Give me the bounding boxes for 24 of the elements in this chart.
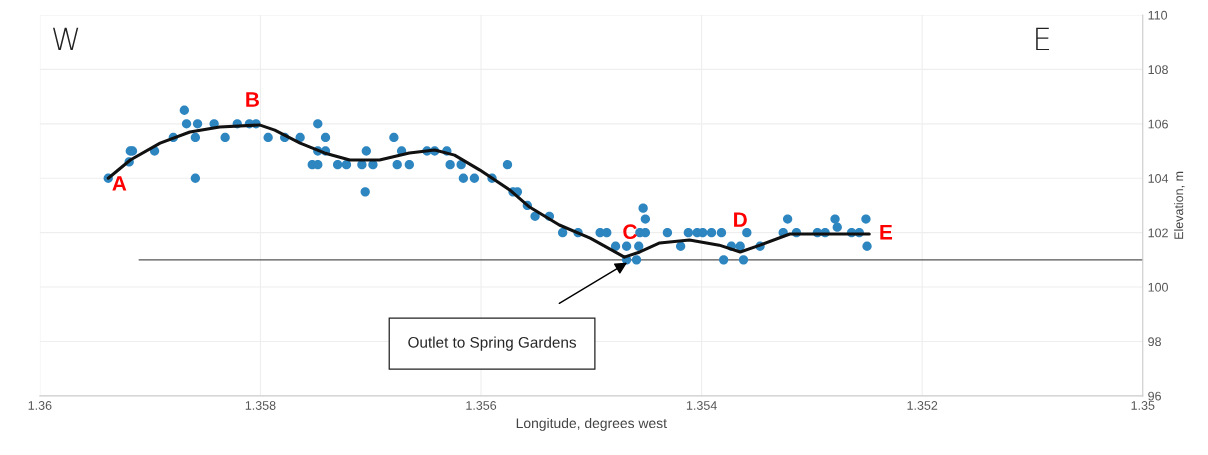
x-tick-label: 1.356 xyxy=(466,401,497,410)
y-tick-label: 110 xyxy=(1148,10,1168,20)
x-tick-label: 1.354 xyxy=(686,401,717,410)
annotation: E xyxy=(880,225,893,240)
x-tick-label: 1.35 xyxy=(1131,401,1155,410)
y-tick-label: 98 xyxy=(1148,337,1161,347)
annotation: A xyxy=(112,176,127,191)
y-tick-label: 100 xyxy=(1148,282,1168,292)
y-tick-label: 96 xyxy=(1148,391,1161,401)
y-tick-label: 106 xyxy=(1148,119,1168,129)
y-tick-label: 104 xyxy=(1148,174,1169,183)
y-axis-title: Elevation, m xyxy=(1174,171,1185,239)
annotation: Outlet to Spring Gardens xyxy=(408,336,577,351)
x-tick-label: 1.358 xyxy=(245,401,276,410)
y-tick-label: 102 xyxy=(1148,228,1168,238)
annotation: B xyxy=(246,92,259,107)
annotation: W xyxy=(53,27,79,51)
x-tick-label: 1.36 xyxy=(28,401,52,410)
y-tick-label: 108 xyxy=(1148,65,1168,75)
x-axis-title: Longitude, degrees west xyxy=(516,417,667,431)
annotation: D xyxy=(734,212,747,227)
x-tick-label: 1.352 xyxy=(907,401,938,410)
annotation: E xyxy=(1036,27,1050,51)
annotation: C xyxy=(623,224,637,240)
